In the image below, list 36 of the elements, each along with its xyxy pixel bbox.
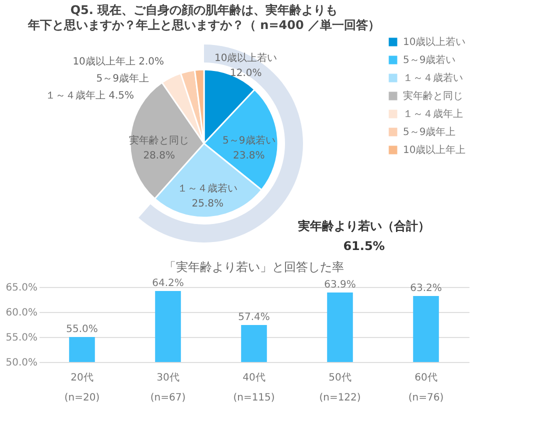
legend-label: 10歳以上年上 <box>403 144 466 156</box>
category-label: 5～9歳年上 <box>96 74 149 84</box>
x-tick-label: 30代 (n=67) <box>150 372 186 404</box>
y-tick-label: 60.0% <box>6 308 38 318</box>
data-label: 28.8% <box>143 150 175 162</box>
x-tick-label: 40代 (n=115) <box>233 372 275 404</box>
x-tick-label: 50代 (n=122) <box>319 372 361 404</box>
data-label: 12.0% <box>230 68 262 79</box>
legend-label: 実年齢と同じ <box>403 90 463 102</box>
legend-label: １～４歳年上 <box>403 108 463 120</box>
legend-label: 5～9歳年上 <box>403 126 456 138</box>
legend-label: 5～9歳若い <box>403 54 456 66</box>
y-tick-label: 50.0% <box>6 358 38 368</box>
slice-label: 10歳以上若い <box>214 52 278 64</box>
legend-label: 10歳以上若い <box>403 36 466 48</box>
slice-label: 実年齢より若い（合計） <box>297 219 430 233</box>
x-tick-label: 20代 (n=20) <box>64 372 100 404</box>
category-label: １～４歳年上 4.5% <box>45 90 134 102</box>
chart-title: 「実年齢より若い」と回答した率 <box>164 260 344 274</box>
data-label: 63.2% <box>410 283 442 294</box>
data-label: 25.8% <box>192 198 224 210</box>
data-label: 55.0% <box>66 324 98 335</box>
data-label: 63.9% <box>324 280 356 290</box>
y-tick-label: 65.0% <box>6 282 38 294</box>
slice-label: 5～9歳若い <box>222 134 276 146</box>
slice-label: １～４歳若い <box>178 182 238 194</box>
chart-subtitle: 年下と思いますか？年上と思いますか？（ n=400 ／単一回答） <box>26 18 380 32</box>
x-tick-label: 60代 (n=76) <box>408 372 444 404</box>
y-tick-label: 55.0% <box>6 332 38 344</box>
data-label: 61.5% <box>343 239 385 253</box>
data-label: 23.8% <box>233 150 265 162</box>
legend-label: １～４歳若い <box>403 72 463 84</box>
chart-title: Q5. 現在、ご自身の顔の肌年齢は、実年齢よりも <box>70 3 338 17</box>
category-label: 10歳以上年上 2.0% <box>72 56 164 68</box>
data-label: 64.2% <box>152 278 184 289</box>
data-label: 57.4% <box>238 312 270 323</box>
